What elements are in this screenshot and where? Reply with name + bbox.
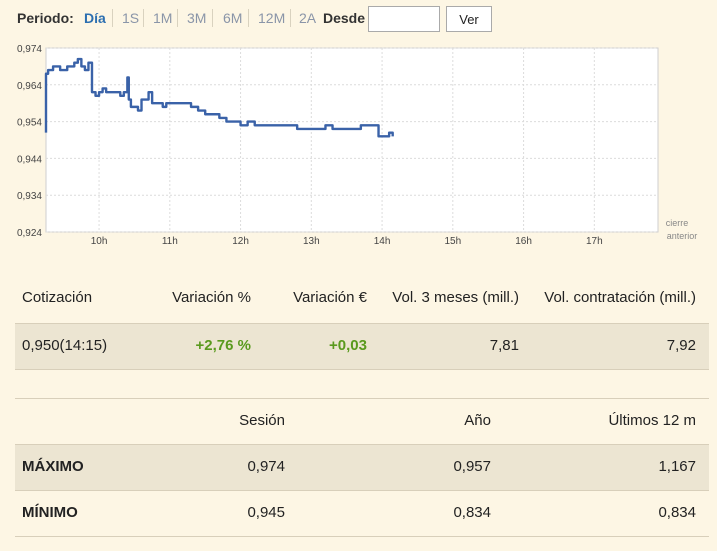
quote-values-row: 0,950(14:15) +2,76 % +0,03 7,81 7,92	[15, 324, 709, 370]
period-option-1m[interactable]: 1M	[153, 10, 173, 26]
header-variacion-pct: Variación %	[172, 289, 251, 306]
header-vol-contratacion: Vol. contratación (mill.)	[544, 289, 696, 306]
period-divider	[177, 9, 178, 27]
vol-3-meses-value: 7,81	[489, 337, 519, 354]
minimo-label: MÍNIMO	[22, 504, 78, 521]
header-ultimos-12m: Últimos 12 m	[608, 412, 696, 429]
quote-table: Cotización Variación % Variación € Vol. …	[15, 274, 709, 370]
period-option-12m[interactable]: 12M	[258, 10, 286, 26]
quote-header-row: Cotización Variación % Variación € Vol. …	[15, 274, 709, 324]
period-divider	[290, 9, 291, 27]
range-header-row: Sesión Año Últimos 12 m	[15, 399, 709, 445]
period-option-3m[interactable]: 3M	[187, 10, 207, 26]
header-vol-3-meses: Vol. 3 meses (mill.)	[392, 289, 519, 306]
variacion-pct-value: +2,76 %	[195, 337, 251, 354]
period-divider	[248, 9, 249, 27]
maximo-ano: 0,957	[453, 458, 491, 475]
period-option-dia[interactable]: Día	[84, 10, 106, 26]
minimo-ano: 0,834	[453, 504, 491, 521]
y-tick-label: 0,944	[17, 154, 42, 165]
maximo-label: MÁXIMO	[22, 458, 84, 475]
close-label: cierre	[666, 218, 689, 228]
x-tick-label: 15h	[444, 236, 461, 247]
x-tick-label: 14h	[374, 236, 391, 247]
minimo-sesion: 0,945	[247, 504, 285, 521]
variacion-eur-value: +0,03	[329, 337, 367, 354]
period-divider	[212, 9, 213, 27]
minimo-row: MÍNIMO 0,945 0,834 0,834	[15, 491, 709, 537]
x-tick-label: 12h	[232, 236, 249, 247]
maximo-12m: 1,167	[658, 458, 696, 475]
maximo-row: MÁXIMO 0,974 0,957 1,167	[15, 445, 709, 491]
x-tick-label: 13h	[303, 236, 320, 247]
header-cotizacion: Cotización	[22, 289, 93, 306]
period-selector: Periodo: Día 1S 1M 3M 6M 12M 2A Desde Ve…	[0, 0, 717, 38]
period-divider	[112, 9, 113, 27]
minimo-12m: 0,834	[658, 504, 696, 521]
y-tick-label: 0,934	[17, 191, 42, 202]
x-tick-label: 16h	[515, 236, 532, 247]
y-tick-label: 0,924	[17, 228, 42, 239]
period-option-1s[interactable]: 1S	[122, 10, 140, 26]
price-line	[44, 57, 394, 138]
desde-label: Desde	[323, 10, 366, 26]
price-chart: 0,974 0,964 0,954 0,944 0,934 0,924 10h 11h 12h 1…	[17, 44, 698, 247]
period-option-2a[interactable]: 2A	[299, 10, 317, 26]
maximo-sesion: 0,974	[247, 458, 285, 475]
plot-area	[45, 47, 659, 233]
ver-button[interactable]: Ver	[446, 6, 492, 32]
y-tick-label: 0,974	[17, 44, 42, 55]
header-variacion-eur: Variación €	[293, 289, 367, 306]
period-option-6m[interactable]: 6M	[223, 10, 243, 26]
desde-date-input[interactable]	[368, 6, 440, 32]
x-tick-label: 11h	[162, 236, 178, 247]
period-label: Periodo:	[17, 10, 74, 26]
x-tick-label: 10h	[91, 236, 108, 247]
y-tick-label: 0,964	[17, 81, 42, 92]
close-label: anterior	[667, 231, 698, 241]
header-ano: Año	[464, 412, 491, 429]
header-sesion: Sesión	[239, 412, 285, 429]
x-tick-label: 17h	[586, 236, 603, 247]
range-table: Sesión Año Últimos 12 m MÁXIMO 0,974 0,9…	[15, 398, 709, 537]
vol-contratacion-value: 7,92	[666, 337, 696, 354]
period-divider	[143, 9, 144, 27]
y-tick-label: 0,954	[17, 118, 42, 129]
cotizacion-value: 0,950(14:15)	[22, 337, 108, 354]
